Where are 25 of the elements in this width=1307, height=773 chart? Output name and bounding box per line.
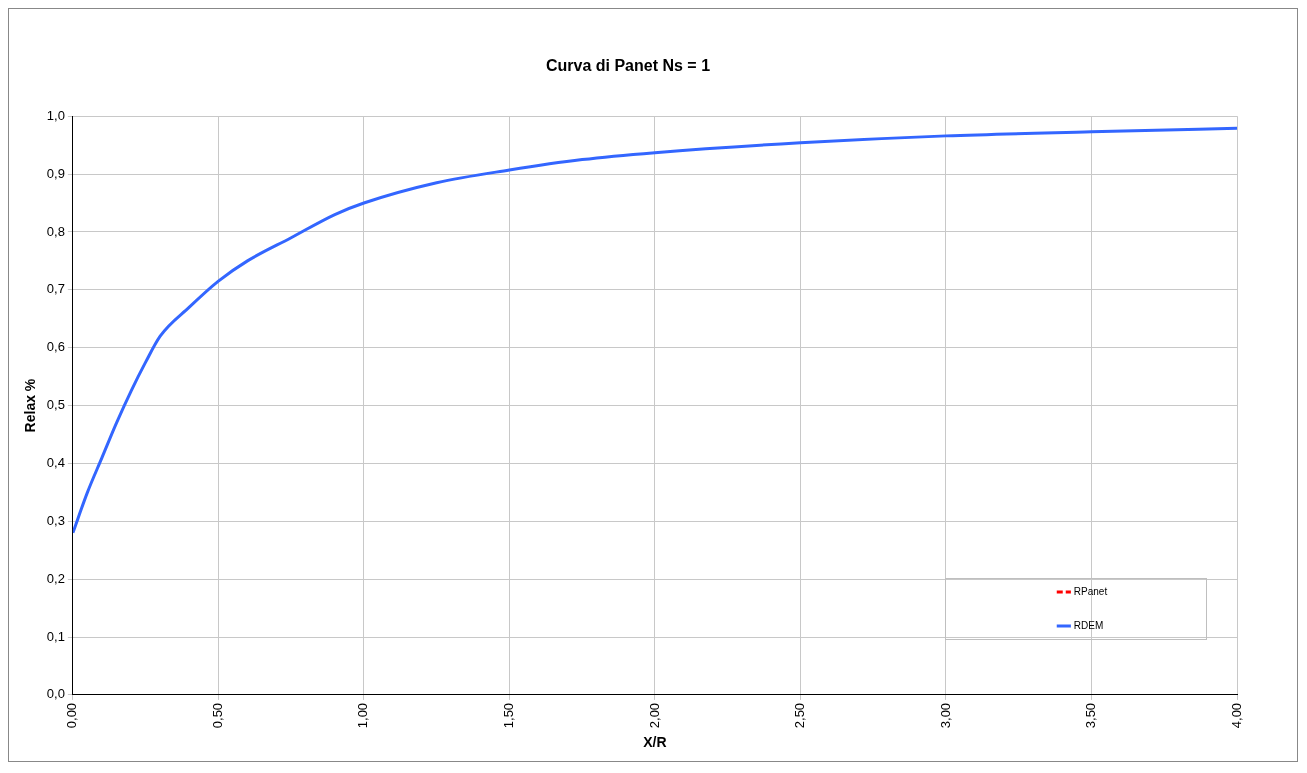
x-tick-label: 2,50 <box>792 702 808 729</box>
x-tick-label: 1,00 <box>355 702 371 729</box>
y-tick-label: 0,7 <box>46 281 65 297</box>
y-tick-label: 0,6 <box>46 339 65 355</box>
x-tick-label: 0,00 <box>64 702 80 729</box>
x-tick-label: 3,00 <box>937 702 953 729</box>
y-tick-label: 0,5 <box>46 397 65 413</box>
chart-title: Curva di Panet Ns = 1 <box>545 57 711 75</box>
x-tick-label: 1,50 <box>501 702 516 729</box>
x-axis-title: X/R <box>643 734 667 751</box>
y-tick-label: 1,0 <box>46 107 65 123</box>
legend-label: RDEM <box>1073 619 1104 631</box>
legend-label: RPanet <box>1073 585 1108 597</box>
y-tick-label: 0,2 <box>46 570 65 586</box>
x-tick-label: 2,00 <box>646 702 662 729</box>
x-tick-label: 3,50 <box>1083 702 1099 729</box>
y-axis-title: Relax % <box>22 378 39 433</box>
x-tick-label: 0,50 <box>209 702 225 729</box>
y-tick-label: 0,0 <box>46 686 65 702</box>
y-tick-label: 0,3 <box>46 512 65 528</box>
y-tick-label: 0,4 <box>46 455 65 470</box>
y-tick-label: 0,8 <box>46 223 65 239</box>
y-tick-label: 0,1 <box>46 628 65 644</box>
x-tick-label: 4,00 <box>1228 702 1244 729</box>
y-tick-label: 0,9 <box>46 165 65 181</box>
